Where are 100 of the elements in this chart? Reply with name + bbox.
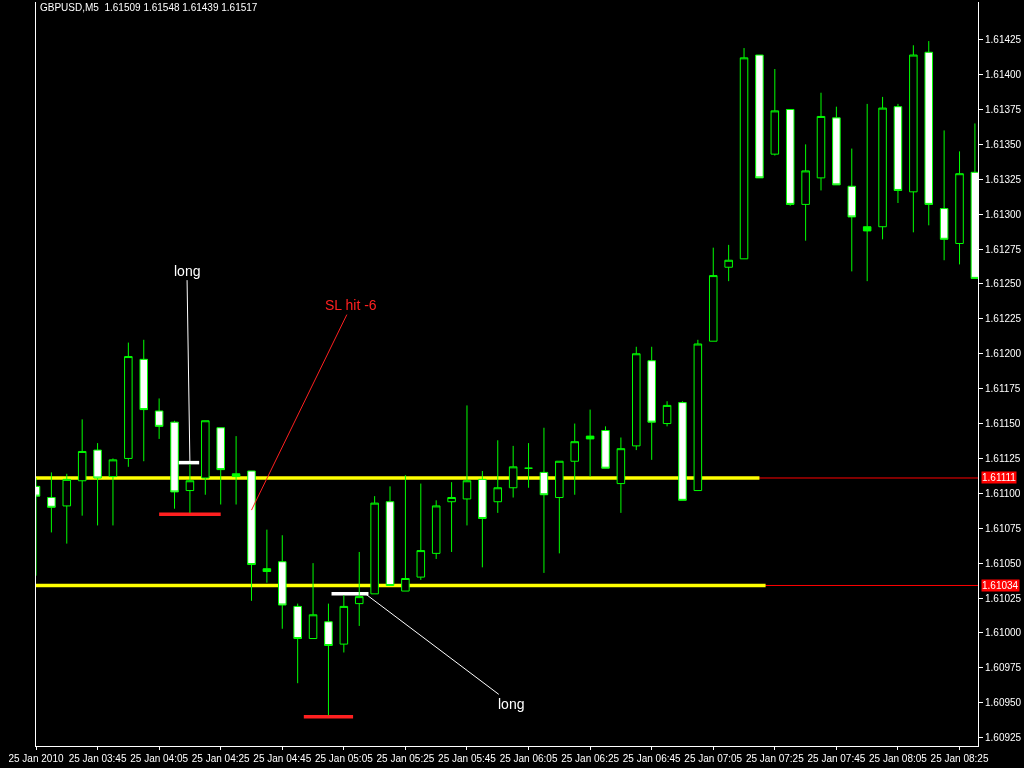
candlestick (678, 400, 687, 501)
candlestick (601, 425, 610, 469)
candlestick (508, 445, 518, 499)
candlestick (431, 499, 441, 560)
candlestick (62, 473, 72, 545)
candlestick (370, 495, 379, 595)
y-tick-label: 1.61225 (985, 313, 1022, 325)
y-tick-label: 1.61350 (985, 138, 1022, 150)
y-tick-label: 1.61200 (985, 348, 1022, 360)
x-tick-label: 25 Jan 04:45 (253, 753, 312, 764)
candlestick (847, 148, 857, 272)
candlestick (354, 551, 364, 627)
candlestick (785, 108, 795, 207)
candlestick (724, 244, 733, 282)
y-tick-label: 1.61075 (985, 522, 1022, 534)
candlestick (739, 47, 749, 260)
x-tick-label: 25 Jan 07:45 (807, 753, 866, 764)
candlestick (647, 346, 656, 461)
candlestick (385, 485, 395, 586)
candlestick (662, 400, 672, 427)
candlestick (308, 562, 318, 640)
candlestick (539, 427, 549, 574)
y-tick-label: 1.61025 (985, 592, 1022, 604)
y-tick-label: 1.61150 (985, 418, 1021, 430)
candlestick (801, 143, 810, 242)
y-tick-label: 1.61425 (985, 34, 1022, 46)
candlestick (339, 594, 349, 653)
candlestick (216, 427, 225, 506)
y-tick-label: 1.60950 (985, 697, 1022, 709)
y-tick-label: 1.61300 (985, 208, 1022, 220)
candlestick (693, 339, 703, 492)
y-tick-label: 1.61050 (985, 557, 1022, 569)
y-tick-label: 1.61325 (985, 173, 1022, 185)
candlestick (909, 44, 918, 233)
candlestick (124, 342, 133, 468)
candlestick (478, 470, 487, 568)
candlestick (462, 404, 472, 526)
candlestick (139, 339, 149, 462)
y-tick-label: 1.61275 (985, 243, 1022, 255)
candlestick (77, 418, 87, 517)
candlestick (832, 106, 841, 186)
candlestick (708, 247, 718, 342)
candlestick (616, 437, 626, 514)
candlestick (770, 68, 780, 157)
candlestick (278, 534, 287, 630)
x-tick-label: 25 Jan 05:25 (376, 753, 435, 764)
candlestick (154, 397, 164, 440)
x-tick-label: 25 Jan 05:45 (438, 753, 497, 764)
x-tick-label: 25 Jan 08:25 (930, 753, 989, 764)
candlestick (447, 481, 456, 553)
candlestick (201, 420, 210, 496)
y-tick-label: 1.61175 (985, 383, 1021, 395)
candlestick (939, 129, 949, 261)
candlestick (585, 409, 595, 478)
candlestick (247, 470, 256, 602)
candlestick (955, 150, 964, 265)
candlestick (570, 423, 579, 496)
y-tick-label: 1.60925 (985, 732, 1022, 744)
candlestick (924, 40, 934, 226)
x-tick-label: 25 Jan 2010 (8, 753, 64, 764)
ref-line-label: 1.61111 (982, 472, 1017, 483)
y-tick-label: 1.61100 (985, 487, 1021, 499)
candlestick (555, 460, 564, 554)
annotation: long (174, 263, 201, 279)
x-tick-label: 25 Jan 06:45 (622, 753, 682, 764)
candlestick (293, 603, 302, 684)
x-tick-label: 25 Jan 06:25 (561, 753, 620, 764)
candlestick (755, 54, 764, 179)
x-tick-label: 25 Jan 08:05 (869, 753, 928, 764)
candlestick (524, 442, 533, 489)
x-tick-label: 25 Jan 04:05 (130, 753, 189, 764)
x-tick-label: 25 Jan 04:25 (191, 753, 251, 764)
candlestick (893, 103, 903, 204)
candlestick (231, 435, 241, 506)
candlestick (93, 442, 102, 526)
candlestick (416, 483, 426, 581)
candlestick (862, 103, 872, 282)
y-tick-label: 1.61250 (985, 278, 1022, 290)
candlestick (262, 529, 272, 584)
candlestick (632, 346, 641, 451)
candlestick (108, 457, 118, 526)
annotation: SL hit -6 (325, 297, 377, 313)
candlestick (324, 603, 333, 716)
candlestick (185, 463, 195, 514)
annotation: long (498, 696, 525, 712)
x-tick-label: 25 Jan 07:25 (745, 753, 805, 764)
candlestick (493, 439, 503, 514)
candlestick (47, 471, 56, 533)
x-tick-label: 25 Jan 06:05 (499, 753, 558, 764)
candlestick (401, 474, 410, 592)
x-tick-label: 25 Jan 05:05 (314, 753, 374, 764)
x-tick-label: 25 Jan 07:05 (684, 753, 743, 764)
chart-title: GBPUSD,M5 1.61509 1.61548 1.61439 1.61517 (40, 1, 258, 13)
y-tick-label: 1.61375 (985, 103, 1022, 115)
candlestick (816, 92, 826, 191)
y-tick-label: 1.61000 (985, 627, 1022, 639)
ref-line-label: 1.61034 (982, 580, 1019, 591)
x-tick-label: 25 Jan 03:45 (68, 753, 127, 764)
candlestick (878, 96, 887, 240)
y-tick-label: 1.61400 (985, 69, 1022, 81)
